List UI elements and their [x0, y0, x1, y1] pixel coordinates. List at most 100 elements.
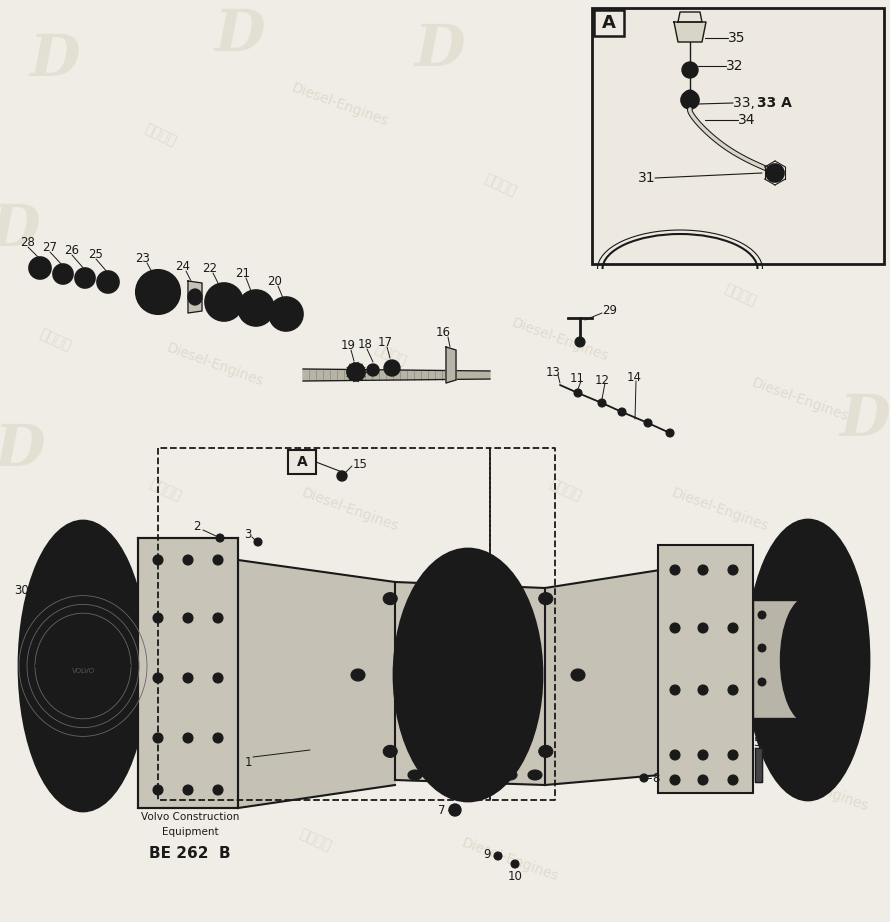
Ellipse shape: [471, 770, 485, 780]
Circle shape: [245, 297, 267, 319]
Circle shape: [511, 860, 519, 868]
Circle shape: [216, 534, 224, 542]
Text: 11: 11: [570, 372, 585, 384]
Text: 13: 13: [546, 365, 561, 379]
Text: Diesel-Engines: Diesel-Engines: [510, 316, 611, 364]
Text: 紫发动力: 紫发动力: [417, 677, 453, 703]
Ellipse shape: [30, 547, 135, 785]
Text: 33 A: 33 A: [757, 96, 792, 110]
Circle shape: [153, 733, 163, 743]
Text: 24: 24: [175, 259, 190, 273]
Circle shape: [685, 95, 695, 105]
Text: 25: 25: [89, 247, 103, 261]
Circle shape: [640, 774, 648, 782]
Circle shape: [238, 290, 274, 326]
Circle shape: [97, 271, 119, 293]
Ellipse shape: [450, 645, 486, 705]
Circle shape: [698, 623, 708, 633]
Text: 14: 14: [627, 371, 642, 384]
Polygon shape: [395, 582, 545, 785]
Ellipse shape: [63, 621, 103, 711]
Text: 18: 18: [358, 337, 372, 350]
Text: Diesel-Engines: Diesel-Engines: [300, 486, 400, 534]
Text: D: D: [35, 672, 85, 728]
Ellipse shape: [459, 660, 477, 690]
Polygon shape: [678, 12, 702, 22]
Text: Diesel-Engines: Diesel-Engines: [190, 636, 290, 684]
Text: 紫发动力: 紫发动力: [42, 667, 78, 693]
Circle shape: [136, 270, 180, 314]
Circle shape: [766, 164, 784, 182]
Circle shape: [137, 290, 142, 295]
Circle shape: [670, 565, 680, 575]
Text: Diesel-Engines: Diesel-Engines: [610, 131, 710, 179]
Ellipse shape: [39, 566, 127, 766]
Circle shape: [575, 337, 585, 347]
Circle shape: [598, 399, 606, 407]
Text: 紫发动力: 紫发动力: [546, 477, 583, 503]
Circle shape: [103, 277, 113, 287]
Circle shape: [141, 278, 146, 284]
Text: D: D: [214, 6, 265, 64]
Text: D: D: [325, 722, 376, 778]
Text: D: D: [839, 392, 890, 448]
Text: 紫发动力: 紫发动力: [481, 171, 518, 198]
Ellipse shape: [36, 664, 43, 668]
Polygon shape: [545, 570, 660, 785]
Text: 33,: 33,: [733, 96, 759, 110]
Ellipse shape: [571, 669, 585, 681]
Text: 27: 27: [43, 241, 58, 254]
Ellipse shape: [789, 617, 827, 703]
Text: 6: 6: [795, 736, 803, 749]
Text: 4: 4: [414, 769, 422, 782]
Circle shape: [666, 429, 674, 437]
Ellipse shape: [461, 561, 475, 573]
Text: 紫发动力: 紫发动力: [147, 477, 183, 503]
Circle shape: [728, 565, 738, 575]
Text: 16: 16: [435, 325, 450, 338]
Text: 21: 21: [236, 266, 250, 279]
Text: Diesel-Engines: Diesel-Engines: [669, 486, 771, 534]
Text: Diesel-Engines: Diesel-Engines: [550, 686, 651, 734]
Text: 紫发动力: 紫发动力: [297, 827, 333, 854]
Text: 26: 26: [64, 243, 79, 256]
Ellipse shape: [424, 600, 512, 750]
Ellipse shape: [45, 581, 120, 751]
Bar: [658, 545, 753, 793]
Circle shape: [698, 565, 708, 575]
Ellipse shape: [384, 745, 397, 757]
Text: 紫发动力: 紫发动力: [752, 652, 789, 679]
Circle shape: [698, 775, 708, 785]
Text: D: D: [29, 31, 80, 89]
Text: 32: 32: [726, 59, 743, 73]
Circle shape: [254, 538, 262, 546]
Circle shape: [81, 274, 89, 282]
Polygon shape: [303, 369, 490, 381]
Circle shape: [670, 750, 680, 760]
Ellipse shape: [384, 593, 397, 605]
Circle shape: [644, 419, 652, 427]
Ellipse shape: [124, 664, 131, 668]
Polygon shape: [188, 281, 202, 313]
Circle shape: [388, 364, 396, 372]
Text: 2: 2: [193, 521, 201, 534]
Text: 3: 3: [411, 748, 418, 761]
Text: Equipment: Equipment: [162, 827, 218, 837]
Circle shape: [686, 66, 694, 74]
Ellipse shape: [19, 521, 147, 811]
Circle shape: [681, 91, 699, 109]
Circle shape: [494, 852, 502, 860]
Ellipse shape: [538, 593, 553, 605]
Text: 29: 29: [603, 303, 618, 316]
Ellipse shape: [760, 551, 855, 769]
Ellipse shape: [796, 632, 820, 688]
Circle shape: [367, 364, 379, 376]
Circle shape: [218, 296, 230, 308]
Circle shape: [183, 555, 193, 565]
Circle shape: [728, 750, 738, 760]
Circle shape: [53, 264, 73, 284]
Text: 10: 10: [507, 869, 522, 882]
Text: 8: 8: [652, 772, 659, 785]
Text: D: D: [0, 202, 40, 258]
Circle shape: [449, 804, 461, 816]
